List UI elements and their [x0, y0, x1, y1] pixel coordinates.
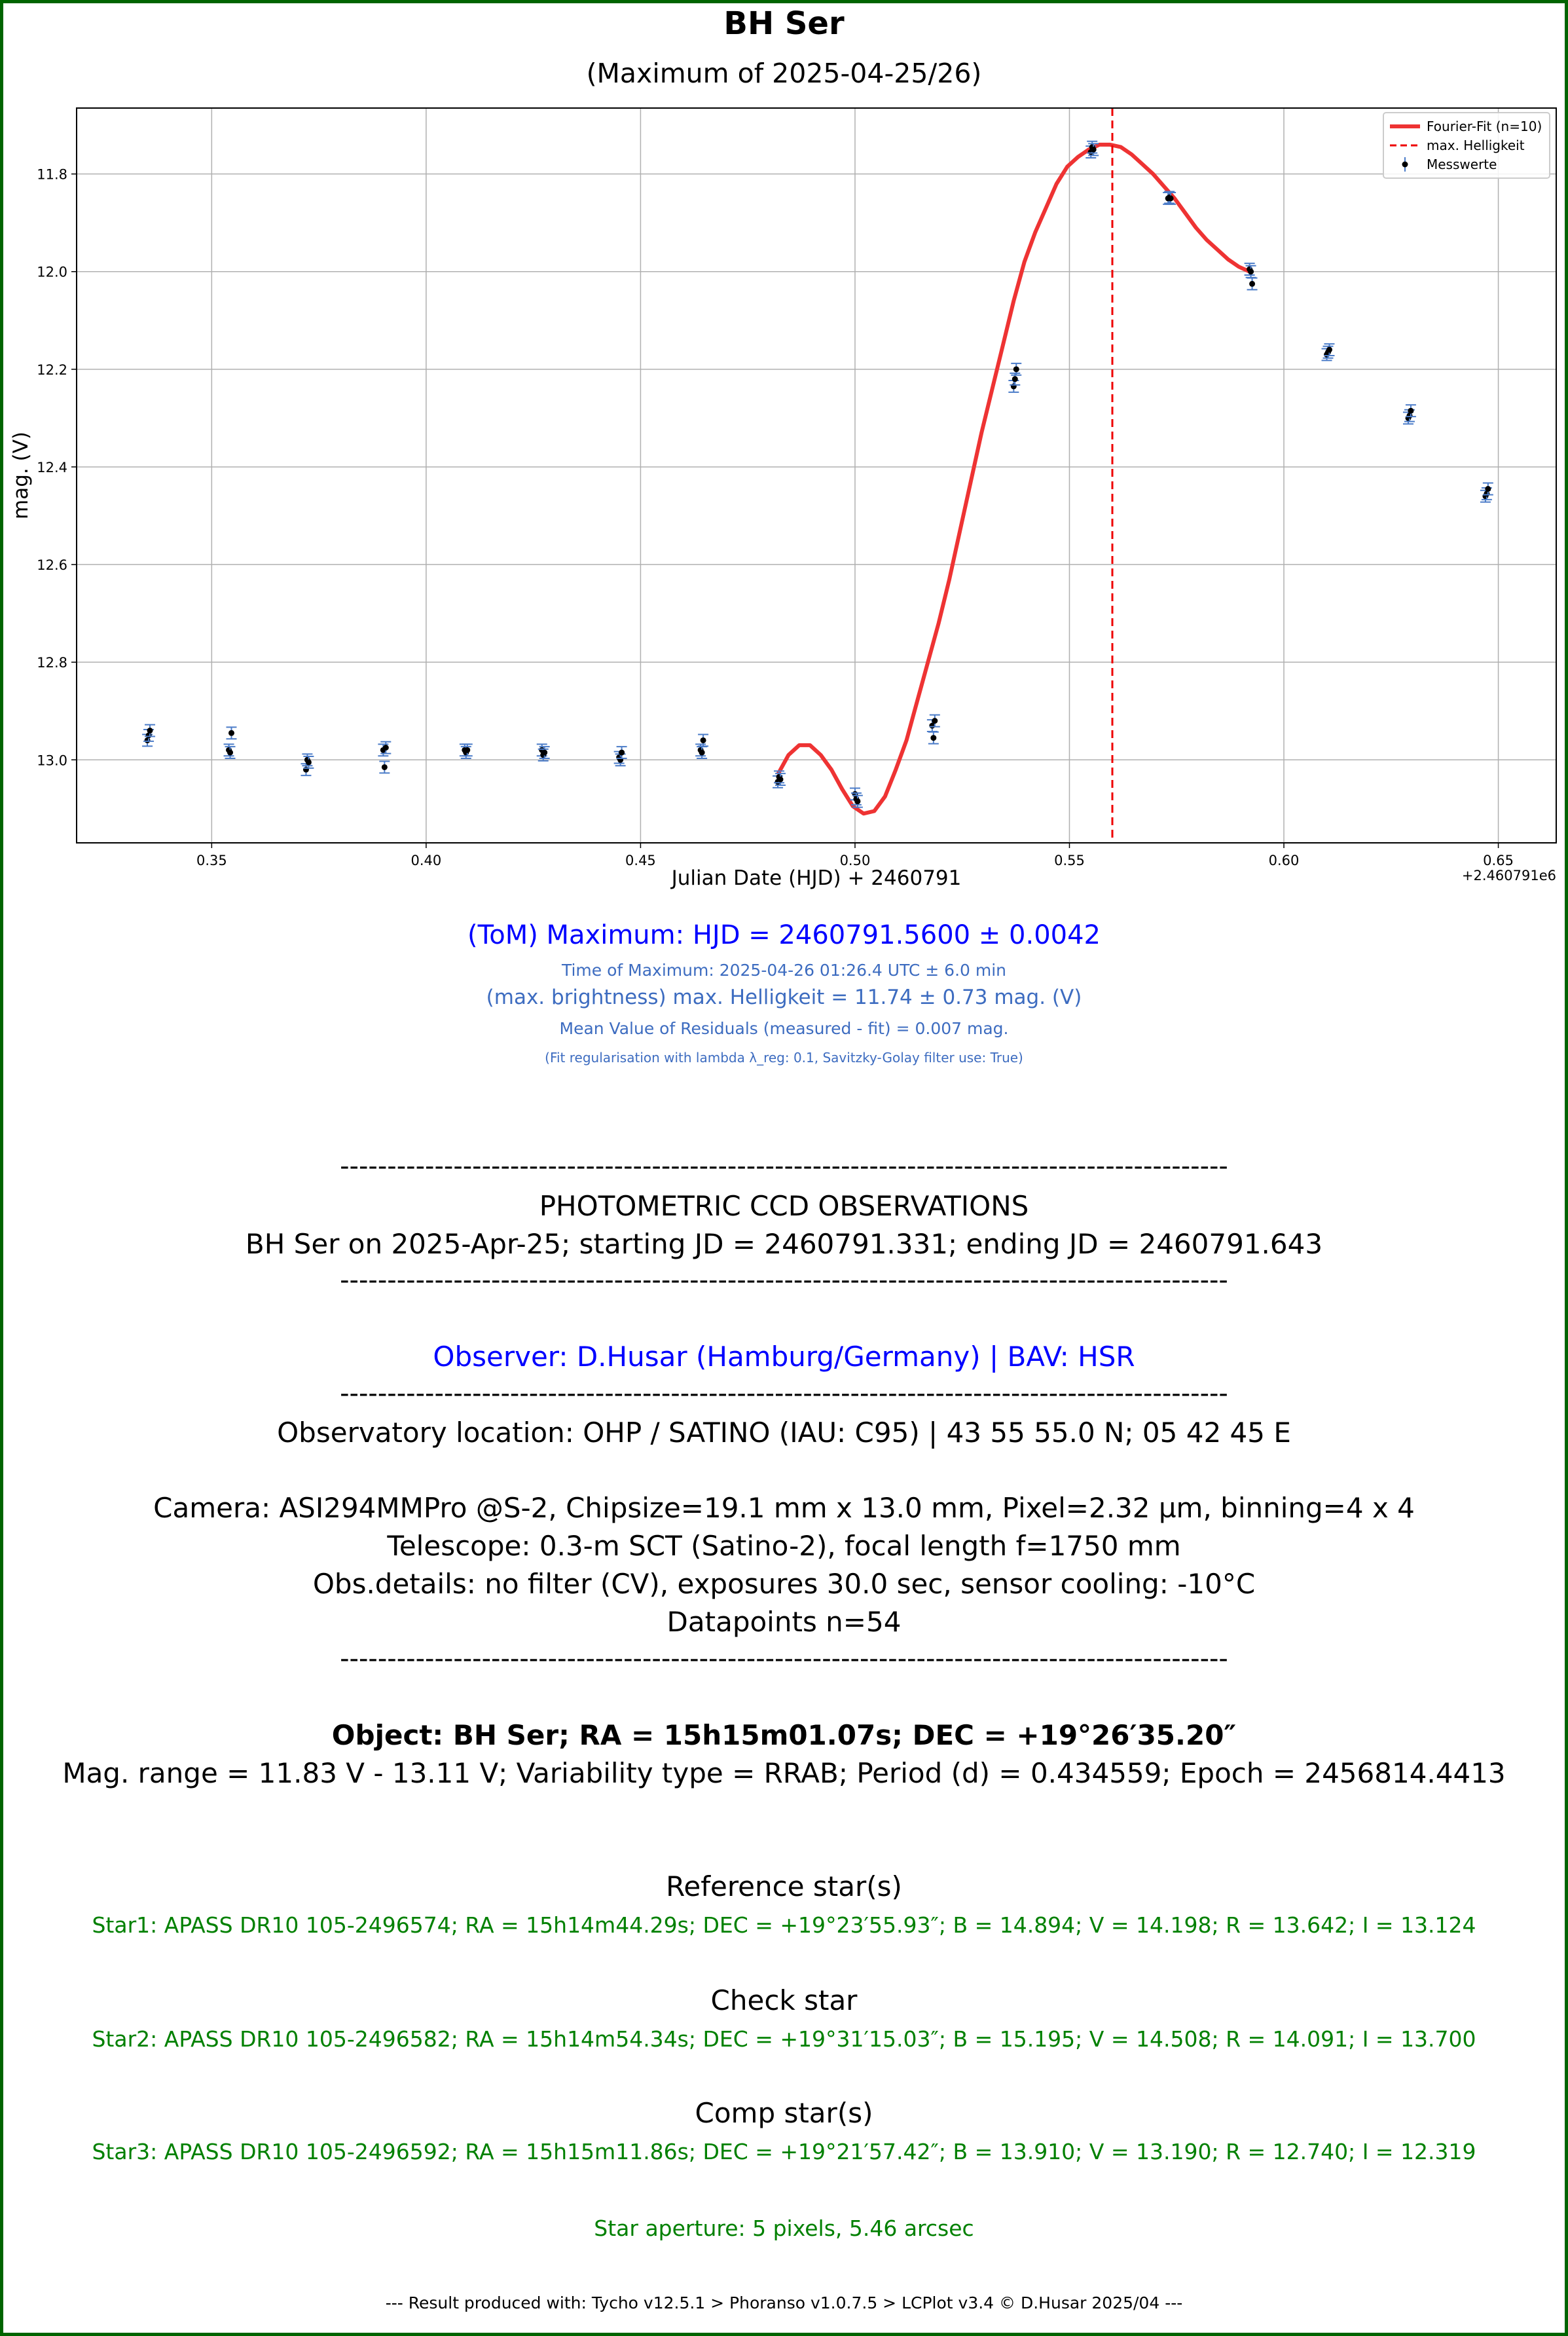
data-point — [1248, 269, 1254, 275]
x-axis-offset: +2.460791e6 — [1462, 868, 1556, 883]
data-point — [1013, 366, 1019, 373]
data-point — [1485, 486, 1491, 492]
divider: ----------------------------------------… — [340, 1265, 1228, 1295]
data-point — [1249, 280, 1256, 287]
y-tick-label: 11.8 — [37, 167, 67, 183]
data-point — [541, 749, 548, 756]
observation-details: Obs.details: no filter (CV), exposures 3… — [312, 1568, 1256, 1600]
data-point — [147, 728, 153, 734]
light-curve-chart: 0.35 0.40 0.45 0.50 0.55 0.60 0.65 11.8 12.0 12.2… — [9, 107, 1557, 890]
data-point — [1090, 146, 1097, 153]
x-tick-label: 0.60 — [1269, 853, 1300, 868]
data-point — [1408, 407, 1414, 414]
camera-details: Camera: ASI294MMPro @S-2, Chipsize=19.1 … — [153, 1492, 1415, 1524]
y-tick-label: 12.0 — [37, 265, 67, 280]
fourier-fit-line — [776, 142, 1250, 816]
divider: ----------------------------------------… — [340, 1644, 1228, 1674]
reference-star-1: Star1: APASS DR10 105-2496574; RA = 15h1… — [92, 1912, 1476, 1938]
chart-subtitle: (Maximum of 2025-04-25/26) — [586, 58, 982, 89]
y-tick-label: 12.4 — [37, 460, 67, 475]
data-point — [930, 735, 937, 741]
data-point — [1326, 346, 1332, 353]
x-tick-label: 0.50 — [840, 853, 871, 868]
data-point — [382, 745, 389, 751]
data-point — [227, 749, 234, 756]
y-tick-label: 12.2 — [37, 362, 67, 378]
divider: ----------------------------------------… — [340, 1151, 1228, 1181]
data-point — [1012, 376, 1018, 382]
report-heading: PHOTOMETRIC CCD OBSERVATIONS — [539, 1190, 1029, 1222]
object-info: Object: BH Ser; RA = 15h15m01.07s; DEC =… — [331, 1719, 1237, 1751]
x-tick-label: 0.35 — [196, 853, 227, 868]
data-point — [854, 798, 861, 805]
data-point — [464, 747, 471, 753]
reference-star-heading: Reference star(s) — [666, 1870, 902, 1902]
x-tick-label: 0.55 — [1054, 853, 1085, 868]
y-tick-label: 12.8 — [37, 655, 67, 671]
data-point — [305, 759, 312, 766]
datapoints: Datapoints n=54 — [666, 1606, 902, 1638]
time-of-maximum: (ToM) Maximum: HJD = 2460791.5600 ± 0.00… — [467, 920, 1101, 950]
fit-regularisation: (Fit regularisation with lambda λ_reg: 0… — [545, 1050, 1023, 1066]
data-point — [699, 749, 705, 756]
check-star-2: Star2: APASS DR10 105-2496582; RA = 15h1… — [92, 2026, 1476, 2052]
time-of-maximum-utc: Time of Maximum: 2025-04-26 01:26.4 UTC … — [561, 961, 1007, 980]
plot-frame — [76, 107, 1557, 844]
footer-credits: --- Result produced with: Tycho v12.5.1 … — [385, 2293, 1183, 2312]
data-point — [381, 764, 388, 770]
legend-label-points: Messwerte — [1427, 157, 1497, 172]
legend-box — [1383, 112, 1550, 179]
check-star-heading: Check star — [710, 1984, 858, 2016]
legend-label-max: max. Helligkeit — [1427, 138, 1525, 153]
observatory-location: Observatory location: OHP / SATINO (IAU:… — [277, 1417, 1291, 1449]
divider: ----------------------------------------… — [340, 1379, 1228, 1409]
comp-star-3: Star3: APASS DR10 105-2496592; RA = 15h1… — [92, 2139, 1476, 2164]
legend-points-swatch — [1402, 161, 1408, 168]
y-tick-label: 12.6 — [37, 557, 67, 573]
residuals-mean: Mean Value of Residuals (measured - fit)… — [559, 1019, 1009, 1038]
max-brightness: (max. brightness) max. Helligkeit = 11.7… — [486, 986, 1082, 1009]
data-point — [777, 776, 784, 783]
y-axis-label: mag. (V) — [9, 432, 33, 519]
chart-title: BH Ser — [723, 5, 845, 42]
observation-range: BH Ser on 2025-Apr-25; starting JD = 246… — [245, 1228, 1323, 1260]
observer: Observer: D.Husar (Hamburg/Germany) | BA… — [433, 1341, 1135, 1373]
x-tick-label: 0.40 — [411, 853, 442, 868]
magnitude-range: Mag. range = 11.83 V - 13.11 V; Variabil… — [62, 1757, 1506, 1789]
x-tick-label: 0.45 — [625, 853, 656, 868]
comp-star-heading: Comp star(s) — [695, 2097, 873, 2129]
data-point — [619, 749, 625, 756]
data-point — [228, 730, 234, 736]
data-point — [1167, 195, 1174, 202]
star-aperture: Star aperture: 5 pixels, 5.46 arcsec — [594, 2215, 974, 2241]
telescope-details: Telescope: 0.3-m SCT (Satino-2), focal l… — [387, 1530, 1181, 1562]
x-axis-label: Julian Date (HJD) + 2460791 — [670, 866, 962, 890]
y-tick-label: 13.0 — [37, 752, 67, 768]
x-tick-label: 0.65 — [1483, 853, 1514, 868]
data-point — [700, 737, 706, 743]
data-point — [932, 718, 938, 724]
legend-label-fit: Fourier-Fit (n=10) — [1427, 119, 1542, 134]
